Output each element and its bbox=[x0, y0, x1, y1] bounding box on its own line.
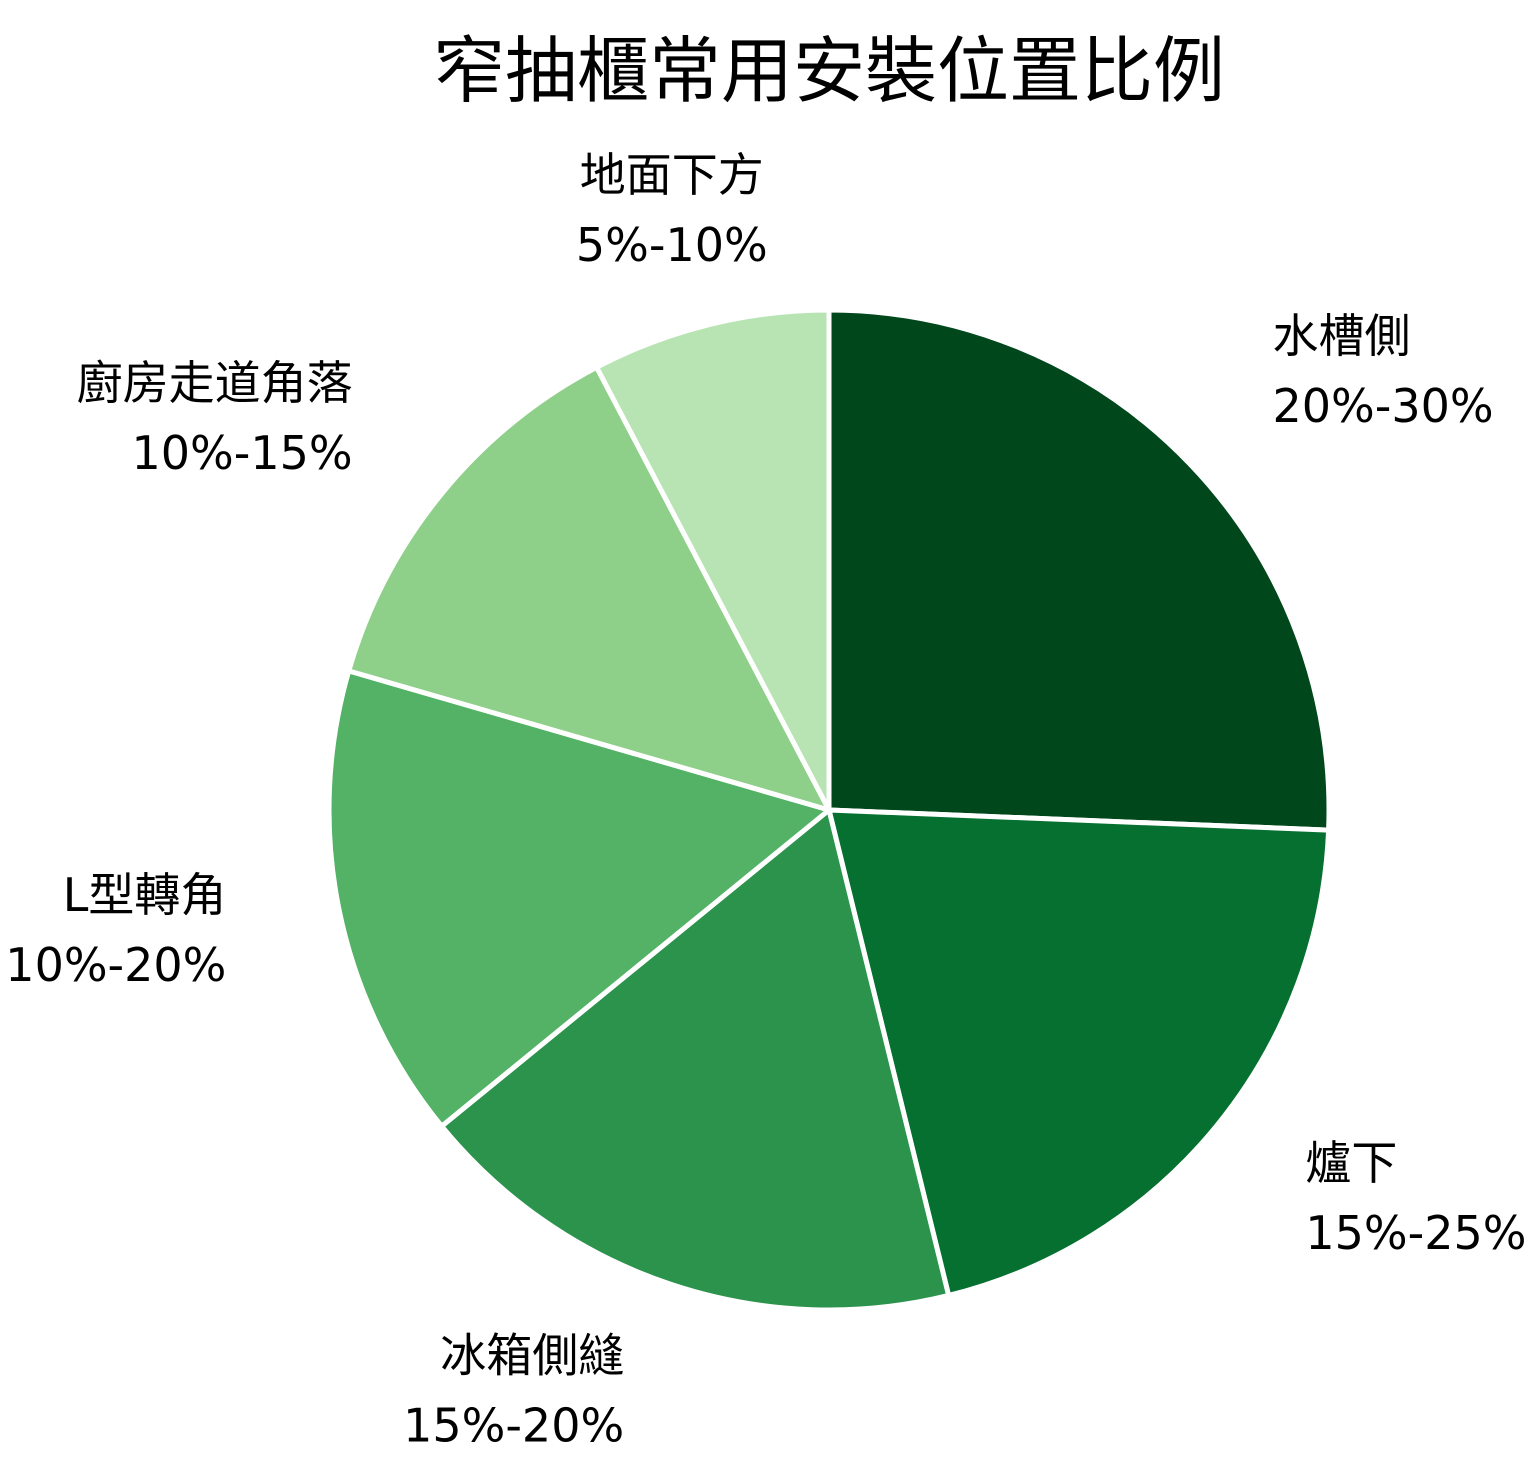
slice-label-name-4: L型轉角 bbox=[63, 868, 227, 922]
slice-label-range-6: 5%-10% bbox=[576, 218, 768, 272]
pie-slice-2 bbox=[826, 807, 1332, 1298]
pie-slice-6 bbox=[594, 307, 832, 813]
slice-label-range-1: 20%-30% bbox=[1273, 379, 1494, 433]
slice-label-name-2: 爐下 bbox=[1305, 1136, 1397, 1190]
slice-label-range-3: 15%-20% bbox=[403, 1398, 624, 1452]
pie-slice-1 bbox=[826, 307, 1332, 833]
pie-slice-4 bbox=[326, 668, 832, 1129]
slice-label-name-5: 廚房走道角落 bbox=[77, 356, 353, 410]
slice-label-range-2: 15%-25% bbox=[1305, 1206, 1526, 1260]
chart-title: 窄抽櫃常用安裝位置比例 bbox=[433, 29, 1225, 113]
pie-slice-3 bbox=[439, 807, 952, 1313]
pie-slices bbox=[326, 307, 1332, 1313]
pie-slice-5 bbox=[346, 364, 832, 813]
slice-label-name-1: 水槽側 bbox=[1273, 309, 1411, 363]
slice-label-name-6: 地面下方 bbox=[580, 148, 764, 202]
slice-label-range-4: 10%-20% bbox=[5, 938, 226, 992]
slice-label-name-3: 冰箱側縫 bbox=[440, 1328, 624, 1382]
slice-label-range-5: 10%-15% bbox=[132, 426, 353, 480]
slice-labels: 水槽側 20%-30% 爐下 15%-25% 冰箱側縫 15%-20% L型轉角 10%-20… bbox=[5, 148, 1526, 1452]
